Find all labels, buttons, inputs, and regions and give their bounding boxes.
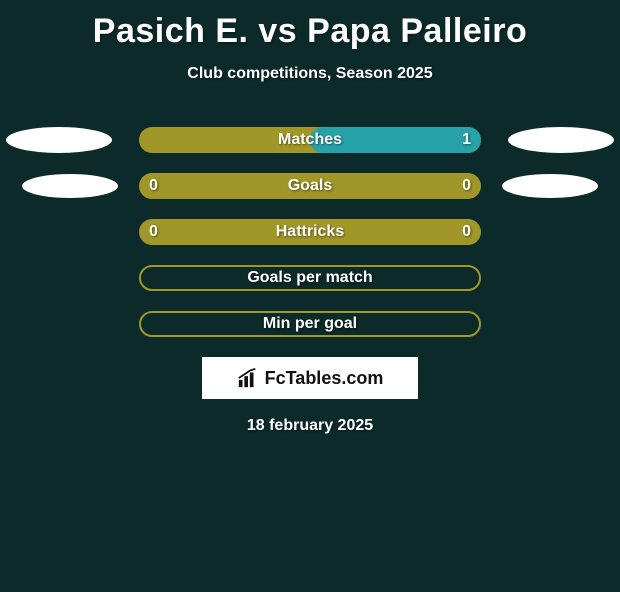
stat-row-goals: 0 Goals 0: [0, 173, 620, 199]
stat-bar: Goals per match: [139, 265, 481, 291]
logo-box: FcTables.com: [202, 357, 418, 399]
stat-value-right: 1: [462, 131, 471, 149]
stat-bar: 0 Goals 0: [139, 173, 481, 199]
stat-value-right: 0: [462, 177, 471, 195]
bar-chart-icon: [237, 367, 259, 389]
page-title: Pasich E. vs Papa Palleiro: [0, 12, 620, 51]
stat-bar: Min per goal: [139, 311, 481, 337]
stat-label: Hattricks: [276, 223, 344, 241]
stat-label: Matches: [278, 131, 342, 149]
stat-label: Goals: [288, 177, 332, 195]
stat-value-left: 0: [149, 223, 158, 241]
stat-label: Min per goal: [263, 315, 357, 333]
stat-value-right: 0: [462, 223, 471, 241]
stat-row-goals-per-match: Goals per match: [0, 265, 620, 291]
stat-rows: Matches 1 0 Goals 0 0 Hattricks 0 Goals …: [0, 127, 620, 337]
ellipse-right: [502, 174, 598, 198]
stat-row-hattricks: 0 Hattricks 0: [0, 219, 620, 245]
page-subtitle: Club competitions, Season 2025: [0, 65, 620, 83]
ellipse-right: [508, 127, 614, 153]
stat-row-min-per-goal: Min per goal: [0, 311, 620, 337]
footer-date: 18 february 2025: [0, 417, 620, 435]
ellipse-left: [6, 127, 112, 153]
stat-row-matches: Matches 1: [0, 127, 620, 153]
stat-bar: 0 Hattricks 0: [139, 219, 481, 245]
stat-label: Goals per match: [247, 269, 372, 287]
stat-bar: Matches 1: [139, 127, 481, 153]
stat-value-left: 0: [149, 177, 158, 195]
logo-text: FcTables.com: [265, 368, 384, 389]
ellipse-left: [22, 174, 118, 198]
